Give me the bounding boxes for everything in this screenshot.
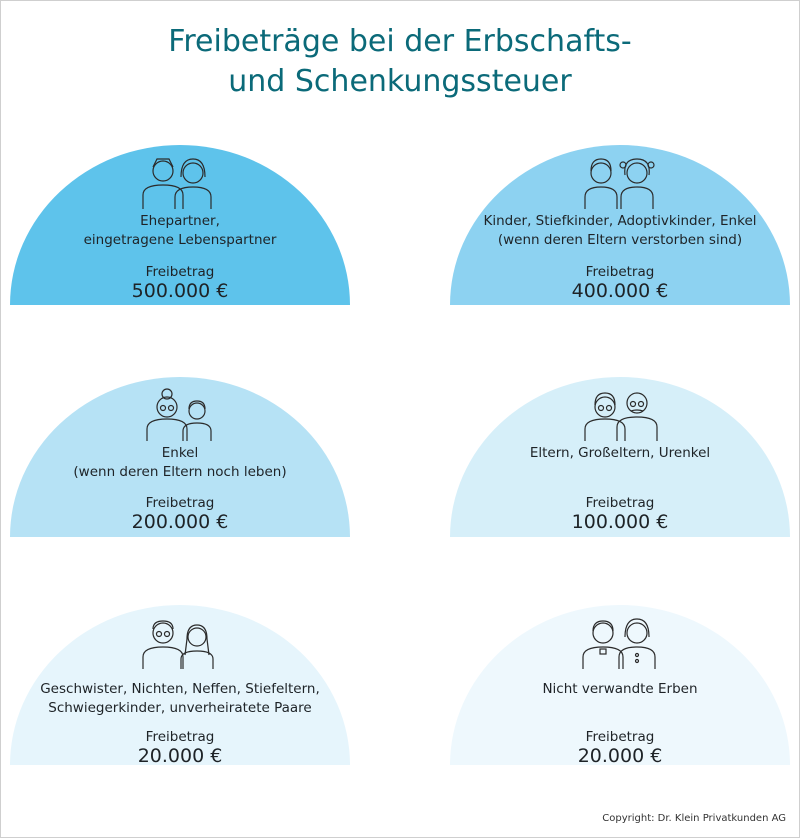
freibetrag-label: Freibetrag (585, 495, 655, 511)
children-icon (450, 151, 790, 211)
freibetrag-amount: 20.000 € (577, 745, 663, 765)
freibetrag-amount: 500.000 € (131, 280, 229, 302)
card-label-line-1: Eltern, Großeltern, Urenkel (529, 445, 711, 461)
card-label-line-2: Schwiegerkinder, unverheiratete Paare (48, 700, 312, 716)
freibetrag-label: Freibetrag (585, 729, 655, 745)
card-label-line-1: Nicht verwandte Erben (542, 681, 698, 697)
freibetrag-amount: 100.000 € (571, 511, 669, 533)
card-label-line-2: (wenn deren Eltern verstorben sind) (497, 232, 743, 248)
card-label-line-1: Enkel (161, 445, 199, 461)
card-enkel: Enkel (wenn deren Eltern noch leben) Fre… (10, 377, 350, 537)
freibetrag-amount: 400.000 € (571, 280, 669, 302)
card-eltern: Eltern, Großeltern, Urenkel Freibetrag 1… (450, 377, 790, 537)
title-line-1: Freibeträge bei der Erbschafts- (168, 24, 632, 59)
freibetrag-amount: 200.000 € (131, 511, 229, 533)
card-label-line-1: Geschwister, Nichten, Neffen, Stiefelter… (40, 681, 320, 697)
freibetrag-label: Freibetrag (145, 729, 215, 745)
card-label-line-1: Ehepartner, (140, 213, 220, 229)
couple-icon (10, 151, 350, 211)
grandparents-icon (450, 383, 790, 443)
copyright-note: Copyright: Dr. Klein Privatkunden AG (602, 813, 786, 824)
freibetrag-label: Freibetrag (145, 264, 215, 280)
card-nicht-verwandte: Nicht verwandte Erben Freibetrag 20.000 … (450, 605, 790, 765)
freibetrag-label: Freibetrag (145, 495, 215, 511)
card-label-line-2: (wenn deren Eltern noch leben) (73, 464, 287, 480)
freibetrag-amount: 20.000 € (137, 745, 223, 765)
siblings-icon (10, 611, 350, 671)
grandmother-grandchild-icon (10, 383, 350, 443)
card-label-line-2: eingetragene Lebenspartner (83, 232, 277, 248)
card-label-line-1: Kinder, Stiefkinder, Adoptivkinder, Enke… (483, 213, 757, 229)
unrelated-heirs-icon (450, 611, 790, 671)
page-title: Freibeträge bei der Erbschafts- und Sche… (0, 22, 800, 102)
card-kinder: Kinder, Stiefkinder, Adoptivkinder, Enke… (450, 145, 790, 305)
card-ehepartner: Ehepartner, eingetragene Lebenspartner F… (10, 145, 350, 305)
title-line-2: und Schenkungssteuer (228, 64, 572, 99)
card-geschwister: Geschwister, Nichten, Neffen, Stiefelter… (10, 605, 350, 765)
freibetrag-label: Freibetrag (585, 264, 655, 280)
